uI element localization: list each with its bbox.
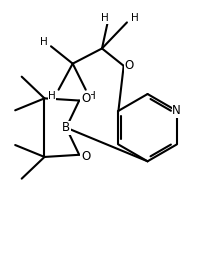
Text: H: H [48,91,56,101]
Text: H: H [131,13,138,23]
Text: H: H [101,13,109,23]
Text: H: H [39,37,47,47]
Text: N: N [172,104,181,117]
Text: H: H [88,91,96,101]
Text: B: B [62,121,70,134]
Text: O: O [81,92,90,105]
Text: O: O [125,59,134,72]
Text: O: O [81,150,90,163]
